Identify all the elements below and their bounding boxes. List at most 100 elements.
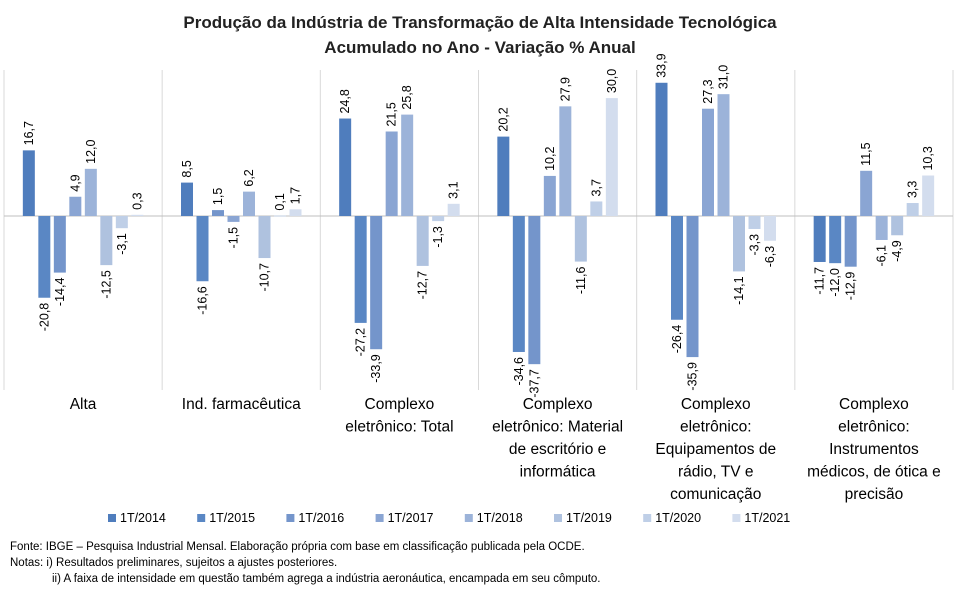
legend-swatch [464,514,473,522]
category-label: Instrumentos [829,441,919,458]
bar [559,106,572,216]
category-label: de escritório e [509,441,606,458]
data-label: 10,3 [921,146,935,170]
legend-label: 1T/2021 [744,511,790,525]
data-label: 0,3 [130,192,144,209]
bar [605,98,618,216]
bar [512,216,525,352]
data-label: -27,2 [354,328,368,357]
bar [717,94,730,216]
legend: 1T/2014 1T/2015 1T/2016 1T/2017 1T/2018 1T/20… [108,511,790,525]
legend-label: 1T/2017 [388,511,434,525]
category-label: Complexo [523,396,593,413]
legend-label: 1T/2020 [655,511,701,525]
bar [115,216,128,229]
bar [181,182,193,216]
bar [243,191,255,216]
data-label: -12,9 [844,272,858,301]
plot-area: 16,78,524,820,233,9-11,7-20,8-16,6-27,2-… [3,53,954,503]
bar [227,216,240,222]
data-label: 27,9 [558,77,572,101]
legend-label: 1T/2015 [209,511,255,525]
data-label: 12,0 [84,139,98,163]
bar [354,216,367,323]
bar [447,203,460,216]
bar [844,216,857,267]
legend-swatch [108,514,116,522]
data-label: -1,5 [227,227,241,249]
data-label: 27,3 [701,79,715,103]
bar [432,216,445,222]
note-preliminary: Notas: i) Resultados preliminares, sujei… [10,557,338,569]
category-label: informática [520,464,596,481]
category-label: médicos, de ótica e [807,464,941,481]
data-label: 16,7 [22,121,36,145]
data-label: -10,7 [258,263,272,292]
data-label: -6,1 [875,245,889,267]
note-aeronautics: ii) A faixa de intensidade em questão ta… [52,573,601,585]
bar [813,216,826,262]
data-label: 1,7 [289,187,303,204]
bar [84,168,97,216]
data-label: -14,1 [732,276,746,305]
bar [543,175,556,216]
bar [891,216,904,236]
bar [370,216,383,350]
bar [38,216,51,298]
data-label: 4,9 [68,174,82,191]
bar [829,216,842,264]
category-label: eletrônico: Total [345,419,453,436]
bar [339,118,352,216]
bar [590,201,603,216]
legend-swatch [554,514,562,522]
bar [196,216,209,282]
data-label: 31,0 [717,65,731,89]
legend-swatch [286,514,295,522]
data-label: 0,1 [273,193,287,210]
data-label: -14,4 [53,278,67,307]
bar [416,216,429,266]
bar [764,216,776,241]
legend-swatch [375,514,384,522]
chart-subtitle: Acumulado no Ano - Variação % Anual [324,38,635,57]
data-label: -12,0 [828,268,842,297]
data-label: 3,1 [447,181,461,198]
bar [401,114,414,216]
data-label: 3,7 [589,179,603,196]
data-label: 30,0 [605,69,619,93]
bar [671,216,683,320]
bar [686,216,699,358]
data-label: 10,2 [543,147,557,171]
bar [906,203,919,216]
data-label: 3,3 [906,181,920,198]
bar [274,215,286,217]
data-label: -33,9 [369,354,383,383]
bar [258,216,271,259]
data-label: -11,6 [574,267,588,295]
bar [22,150,35,216]
footnotes: Fonte: IBGE – Pesquisa Industrial Mensal… [10,539,601,587]
bar [702,108,714,216]
bar [574,216,587,262]
category-label: Complexo [365,396,435,413]
bar [131,214,144,216]
data-label: -20,8 [37,303,51,332]
bar-chart: Produção da Indústria de Transformação d… [3,13,954,525]
bar [528,216,541,365]
data-label: -1,3 [431,226,445,248]
category-label: precisão [845,486,904,503]
bar [53,216,66,273]
bar [385,131,398,216]
data-label: -11,7 [813,267,827,295]
data-label: -35,9 [686,362,700,391]
bar [860,170,873,216]
legend-swatch [732,514,741,522]
data-label: 33,9 [655,53,669,77]
data-label: -3,3 [748,234,762,256]
data-label: 24,8 [338,89,352,113]
data-label: 21,5 [385,102,399,126]
category-label: Complexo [839,396,909,413]
data-label: 8,5 [180,160,194,177]
data-label: 6,2 [242,169,256,186]
legend-swatch [643,514,652,522]
